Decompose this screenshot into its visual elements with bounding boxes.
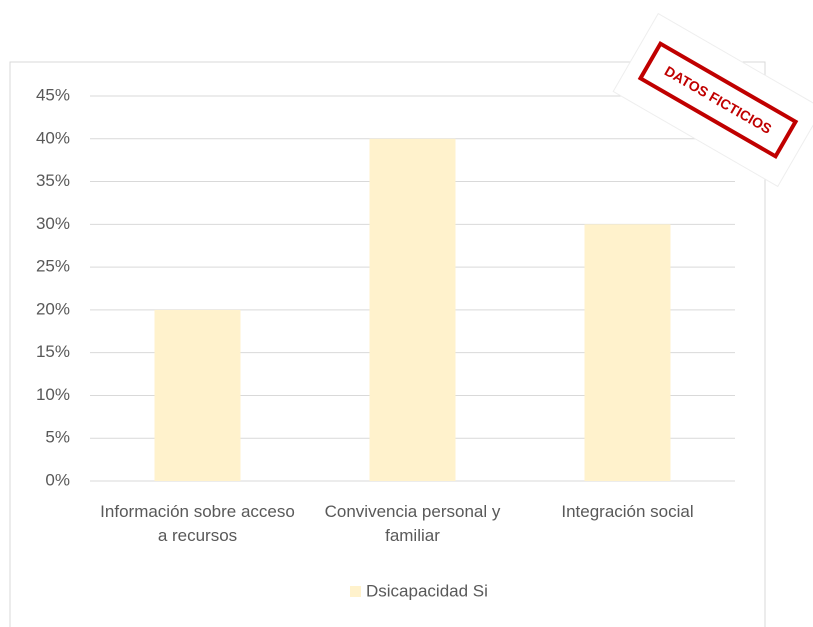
y-tick-label: 40% bbox=[36, 128, 70, 147]
y-tick-label: 15% bbox=[36, 342, 70, 361]
legend-label: Dsicapacidad Si bbox=[366, 581, 488, 600]
bar bbox=[154, 309, 241, 481]
stamp: DATOS FICTICIOS bbox=[612, 12, 813, 188]
y-tick-label: 10% bbox=[36, 385, 70, 404]
y-tick-label: 20% bbox=[36, 299, 70, 318]
stamp-border bbox=[637, 40, 799, 160]
x-tick-label: Integración social bbox=[561, 502, 694, 521]
legend-swatch bbox=[350, 586, 361, 597]
y-tick-label: 25% bbox=[36, 257, 70, 276]
y-tick-label: 5% bbox=[45, 428, 70, 447]
x-tick-label: Información sobre acceso a recursos bbox=[100, 502, 295, 545]
bar bbox=[584, 224, 671, 482]
stamp-paper bbox=[612, 12, 813, 188]
bar bbox=[369, 138, 456, 481]
y-tick-label: 30% bbox=[36, 214, 70, 233]
y-tick-label: 35% bbox=[36, 171, 70, 190]
x-tick-label: Convivencia personal y familiar bbox=[324, 502, 501, 545]
y-tick-label: 0% bbox=[45, 470, 70, 489]
y-tick-label: 45% bbox=[36, 85, 70, 104]
